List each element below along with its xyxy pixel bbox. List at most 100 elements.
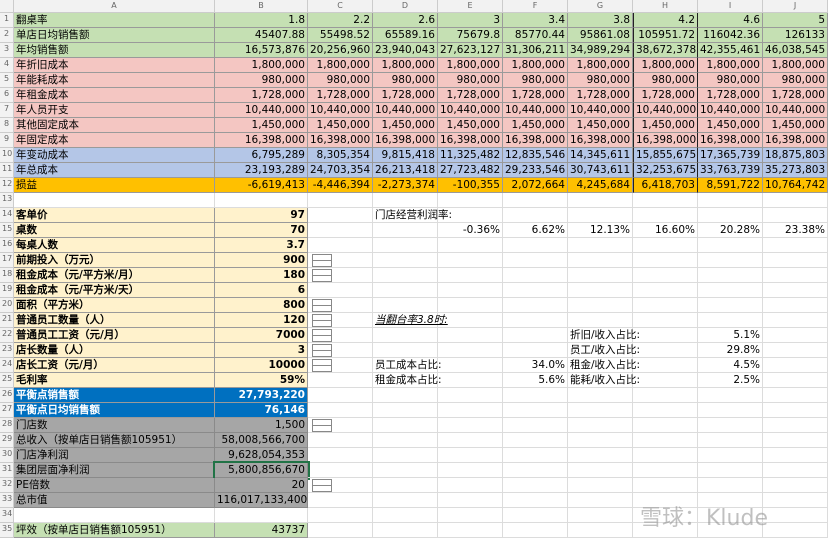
- empty-cell[interactable]: [568, 313, 633, 328]
- cell[interactable]: 10,440,000: [568, 103, 633, 118]
- cell[interactable]: 4.5%: [698, 358, 763, 373]
- cell[interactable]: 坪效（按单店日销售额105951）: [14, 523, 215, 538]
- cell[interactable]: 16,398,000: [763, 133, 828, 148]
- row-header[interactable]: 19: [0, 283, 14, 298]
- empty-cell[interactable]: [568, 268, 633, 283]
- empty-cell[interactable]: [698, 283, 763, 298]
- row-header[interactable]: 11: [0, 163, 14, 178]
- cell[interactable]: 10,440,000: [633, 103, 698, 118]
- empty-cell[interactable]: [308, 418, 373, 433]
- cell[interactable]: 4,245,684: [568, 178, 633, 193]
- empty-cell[interactable]: [438, 343, 503, 358]
- cell[interactable]: 10,440,000: [215, 103, 308, 118]
- empty-cell[interactable]: [698, 313, 763, 328]
- empty-cell[interactable]: [438, 358, 503, 373]
- cell[interactable]: 31,306,211: [503, 43, 568, 58]
- cell[interactable]: -4,446,394: [308, 178, 373, 193]
- row-header[interactable]: 12: [0, 178, 14, 193]
- cell[interactable]: 33,763,739: [698, 163, 763, 178]
- cell[interactable]: 店长数量（人）: [14, 343, 215, 358]
- empty-cell[interactable]: [698, 418, 763, 433]
- cell[interactable]: 126133: [763, 28, 828, 43]
- empty-cell[interactable]: [503, 403, 568, 418]
- cell[interactable]: 55498.52: [308, 28, 373, 43]
- cell[interactable]: 27,623,127: [438, 43, 503, 58]
- empty-cell[interactable]: [698, 253, 763, 268]
- cell[interactable]: 5: [763, 13, 828, 28]
- cell[interactable]: 当翻台率3.8时:: [373, 313, 448, 328]
- cell[interactable]: 980,000: [568, 73, 633, 88]
- empty-cell[interactable]: [503, 493, 568, 508]
- empty-cell[interactable]: [698, 238, 763, 253]
- cell[interactable]: 年租金成本: [14, 88, 215, 103]
- row-header[interactable]: 27: [0, 403, 14, 418]
- cell[interactable]: 租金成本（元/平方米/月）: [14, 268, 215, 283]
- cell[interactable]: 9,628,054,353: [215, 448, 308, 463]
- empty-cell[interactable]: [633, 448, 698, 463]
- column-header[interactable]: E: [438, 0, 503, 13]
- cell[interactable]: 每桌人数: [14, 238, 215, 253]
- empty-cell[interactable]: [373, 523, 438, 538]
- cell[interactable]: 59%: [215, 373, 308, 388]
- row-header[interactable]: 30: [0, 448, 14, 463]
- cell[interactable]: 损益: [14, 178, 215, 193]
- row-header[interactable]: 18: [0, 268, 14, 283]
- empty-cell[interactable]: [14, 508, 215, 523]
- cell[interactable]: 23,940,043: [373, 43, 438, 58]
- empty-cell[interactable]: [308, 238, 373, 253]
- empty-cell[interactable]: [568, 298, 633, 313]
- cell[interactable]: 980,000: [698, 73, 763, 88]
- empty-cell[interactable]: [308, 343, 373, 358]
- column-header[interactable]: D: [373, 0, 438, 13]
- column-header[interactable]: C: [308, 0, 373, 13]
- empty-cell[interactable]: [763, 268, 828, 283]
- row-header[interactable]: 29: [0, 433, 14, 448]
- empty-cell[interactable]: [438, 478, 503, 493]
- cell[interactable]: 75679.8: [438, 28, 503, 43]
- empty-cell[interactable]: [568, 283, 633, 298]
- empty-cell[interactable]: [763, 358, 828, 373]
- row-header[interactable]: 4: [0, 58, 14, 73]
- row-header[interactable]: 13: [0, 193, 14, 208]
- spinner[interactable]: [312, 359, 332, 372]
- empty-cell[interactable]: [763, 433, 828, 448]
- cell[interactable]: 6,795,289: [215, 148, 308, 163]
- empty-cell[interactable]: [633, 328, 698, 343]
- empty-cell[interactable]: [568, 448, 633, 463]
- empty-cell[interactable]: [568, 208, 633, 223]
- row-header[interactable]: 6: [0, 88, 14, 103]
- empty-cell[interactable]: [763, 493, 828, 508]
- empty-cell[interactable]: [438, 208, 503, 223]
- empty-cell[interactable]: [373, 493, 438, 508]
- cell[interactable]: 1,728,000: [373, 88, 438, 103]
- empty-cell[interactable]: [438, 373, 503, 388]
- spinner[interactable]: [312, 314, 332, 327]
- cell[interactable]: 105951.72: [633, 28, 698, 43]
- empty-cell[interactable]: [698, 478, 763, 493]
- empty-cell[interactable]: [438, 238, 503, 253]
- cell[interactable]: 1,728,000: [633, 88, 698, 103]
- cell[interactable]: 10,440,000: [308, 103, 373, 118]
- row-header[interactable]: 16: [0, 238, 14, 253]
- empty-cell[interactable]: [698, 448, 763, 463]
- cell[interactable]: 27,723,482: [438, 163, 503, 178]
- cell[interactable]: 门店数: [14, 418, 215, 433]
- empty-cell[interactable]: [698, 298, 763, 313]
- cell[interactable]: PE倍数: [14, 478, 215, 493]
- cell[interactable]: 面积（平方米）: [14, 298, 215, 313]
- cell[interactable]: 翻桌率: [14, 13, 215, 28]
- cell[interactable]: 4.6: [698, 13, 763, 28]
- cell[interactable]: 3.4: [503, 13, 568, 28]
- empty-cell[interactable]: [633, 403, 698, 418]
- cell[interactable]: 42,355,461: [698, 43, 763, 58]
- empty-cell[interactable]: [438, 298, 503, 313]
- empty-cell[interactable]: [763, 193, 828, 208]
- cell[interactable]: 5.6%: [503, 373, 568, 388]
- cell[interactable]: 16,398,000: [698, 133, 763, 148]
- cell[interactable]: 租金/收入占比:: [568, 358, 641, 373]
- empty-cell[interactable]: [308, 493, 373, 508]
- cell[interactable]: 1,800,000: [698, 58, 763, 73]
- cell[interactable]: 1,500: [215, 418, 308, 433]
- cell[interactable]: 6,418,703: [633, 178, 698, 193]
- empty-cell[interactable]: [503, 208, 568, 223]
